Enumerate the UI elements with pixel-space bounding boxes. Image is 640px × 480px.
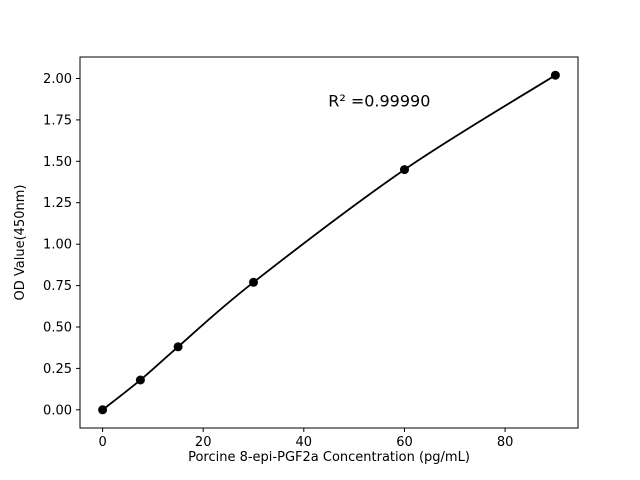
- y-tick-label: 1.50: [43, 155, 72, 170]
- x-tick-label: 20: [195, 435, 212, 450]
- x-axis-ticks: 0 20 40 60 80: [98, 428, 513, 450]
- y-tick-label: 1.75: [43, 113, 72, 128]
- y-tick-label: 0.50: [43, 321, 72, 336]
- data-point-marker: [135, 375, 145, 385]
- data-point-marker: [550, 70, 560, 80]
- x-tick-label: 40: [296, 435, 313, 450]
- y-axis-label: OD Value(450nm): [13, 185, 28, 301]
- data-point-marker: [400, 165, 409, 175]
- y-axis-ticks: 0.00 0.25 0.50 0.75 1.00 1.25 1.50 1.75 2.00: [43, 72, 80, 418]
- x-tick-label: 0: [98, 435, 106, 450]
- y-tick-label: 2.00: [43, 72, 72, 87]
- data-point-marker: [249, 277, 258, 287]
- r-squared-annotation: R² =0.99990: [328, 92, 430, 111]
- data-point-marker: [98, 405, 108, 415]
- x-axis-label: Porcine 8-epi-PGF2a Concentration (pg/mL…: [188, 450, 470, 465]
- y-tick-label: 1.00: [43, 238, 72, 253]
- y-tick-label: 0.75: [43, 279, 72, 294]
- x-tick-label: 60: [396, 435, 413, 450]
- fit-curve: [102, 74, 556, 411]
- x-tick-label: 80: [497, 435, 514, 450]
- y-tick-label: 1.25: [43, 196, 72, 211]
- plot-area: [79, 56, 579, 429]
- y-tick-label: 0.25: [43, 362, 72, 377]
- data-series: [98, 70, 560, 415]
- y-tick-label: 0.00: [43, 403, 72, 418]
- data-point-marker: [173, 342, 183, 352]
